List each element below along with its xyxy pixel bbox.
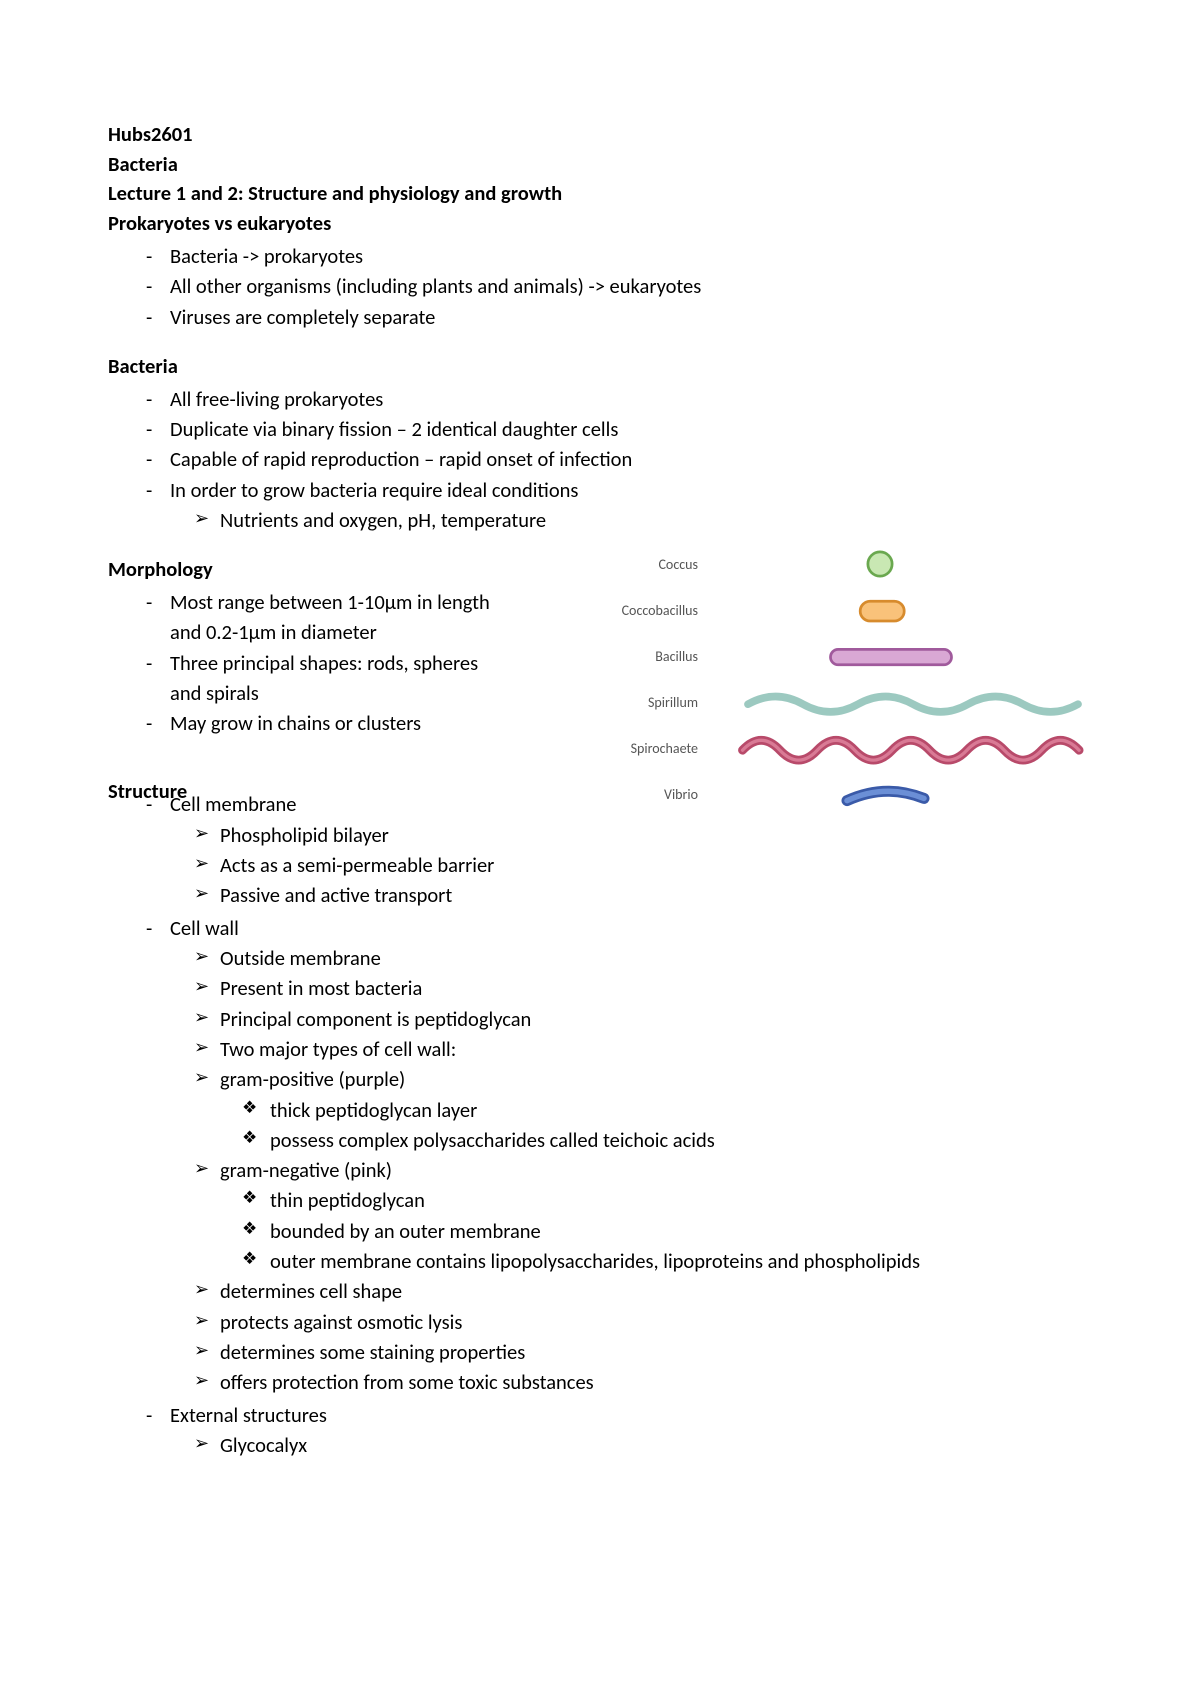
- cell-wall-bottom-list: determines cell shape protects against o…: [108, 1276, 1100, 1397]
- shape-row: Spirochaete: [518, 725, 1100, 771]
- list-item: thin peptidoglycan: [108, 1185, 1100, 1215]
- shapes-diagram: Coccus Coccobacillus Bacillus Spirillum Spir…: [508, 535, 1100, 817]
- shape-label: Spirochaete: [518, 740, 726, 757]
- list-item: Capable of rapid reproduction – rapid on…: [108, 444, 1100, 474]
- topic-heading: Bacteria: [108, 150, 1100, 180]
- list-item: Glycocalyx: [108, 1430, 1100, 1460]
- list-item: Nutrients and oxygen, pH, temperature: [108, 505, 1100, 535]
- course-code: Hubs2601: [108, 120, 1100, 150]
- list-item: offers protection from some toxic substa…: [108, 1367, 1100, 1397]
- shape-row: Coccus: [518, 541, 1100, 587]
- section-heading: Prokaryotes vs eukaryotes: [108, 209, 1100, 239]
- list-item: Phospholipid bilayer: [108, 820, 1100, 850]
- spirillum-icon: [726, 680, 1100, 724]
- list-item: possess complex polysaccharides called t…: [108, 1125, 1100, 1155]
- list-item: gram-negative (pink): [108, 1155, 1100, 1185]
- bacteria-list: All free-living prokaryotes Duplicate vi…: [108, 384, 1100, 505]
- shape-label: Spirillum: [518, 694, 726, 711]
- list-item: All other organisms (including plants an…: [108, 271, 1100, 301]
- list-item: Viruses are completely separate: [108, 302, 1100, 332]
- list-item: bounded by an outer membrane: [108, 1216, 1100, 1246]
- list-item: Principal component is peptidoglycan: [108, 1004, 1100, 1034]
- list-item: All free-living prokaryotes: [108, 384, 1100, 414]
- list-item: Acts as a semi-permeable barrier: [108, 850, 1100, 880]
- gram-pos-list: thick peptidoglycan layer possess comple…: [108, 1095, 1100, 1156]
- list-item: Cell wall: [108, 913, 1100, 943]
- list-item: gram-positive (purple): [108, 1064, 1100, 1094]
- external-list: Glycocalyx: [108, 1430, 1100, 1460]
- shape-row: Coccobacillus: [518, 587, 1100, 633]
- prok-vs-euk-list: Bacteria -> prokaryotes All other organi…: [108, 241, 1100, 332]
- shape-row: Bacillus: [518, 633, 1100, 679]
- shape-row: Spirillum: [518, 679, 1100, 725]
- list-item: Passive and active transport: [108, 880, 1100, 910]
- gram-neg-list: thin peptidoglycan bounded by an outer m…: [108, 1185, 1100, 1276]
- gram-neg-heading-list: gram-negative (pink): [108, 1155, 1100, 1185]
- list-item: determines some staining properties: [108, 1337, 1100, 1367]
- list-item: Bacteria -> prokaryotes: [108, 241, 1100, 271]
- bacteria-sublist: Nutrients and oxygen, pH, temperature: [108, 505, 1100, 535]
- coccus-icon: [726, 542, 1100, 586]
- external-heading-list: External structures: [108, 1400, 1100, 1430]
- list-item: Most range between 1-10μm in length and …: [108, 587, 508, 648]
- shape-label: Coccobacillus: [518, 602, 726, 619]
- shape-label: Bacillus: [518, 648, 726, 665]
- shape-label: Coccus: [518, 556, 726, 573]
- list-item: Cell membrane: [108, 789, 1100, 819]
- document-page: Hubs2601 Bacteria Lecture 1 and 2: Struc…: [0, 0, 1200, 1520]
- cell-wall-top-list: Outside membrane Present in most bacteri…: [108, 943, 1100, 1095]
- cell-wall-heading-list: Cell wall: [108, 913, 1100, 943]
- cell-membrane-list: Phospholipid bilayer Acts as a semi-perm…: [108, 820, 1100, 911]
- bacillus-icon: [726, 634, 1100, 678]
- structure-list: Cell membrane: [108, 789, 1100, 819]
- bacteria-heading: Bacteria: [108, 352, 1100, 382]
- list-item: Duplicate via binary fission – 2 identic…: [108, 414, 1100, 444]
- lecture-heading: Lecture 1 and 2: Structure and physiolog…: [108, 179, 1100, 209]
- list-item: Three principal shapes: rods, spheres an…: [108, 648, 508, 709]
- list-item: May grow in chains or clusters: [108, 708, 508, 738]
- coccobacillus-icon: [726, 588, 1100, 632]
- list-item: In order to grow bacteria require ideal …: [108, 475, 1100, 505]
- spirochaete-icon: [726, 726, 1100, 770]
- list-item: Two major types of cell wall:: [108, 1034, 1100, 1064]
- list-item: External structures: [108, 1400, 1100, 1430]
- morphology-heading: Morphology: [108, 555, 508, 585]
- list-item: Outside membrane: [108, 943, 1100, 973]
- list-item: Present in most bacteria: [108, 973, 1100, 1003]
- list-item: determines cell shape: [108, 1276, 1100, 1306]
- list-item: thick peptidoglycan layer: [108, 1095, 1100, 1125]
- morphology-list: Most range between 1-10μm in length and …: [108, 587, 508, 739]
- list-item: outer membrane contains lipopolysacchari…: [108, 1246, 1100, 1276]
- list-item: protects against osmotic lysis: [108, 1307, 1100, 1337]
